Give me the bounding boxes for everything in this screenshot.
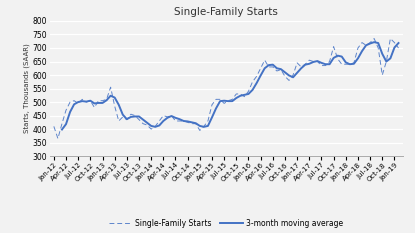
Line: Single-Family Starts: Single-Family Starts [54,38,398,139]
Single-Family Starts [347,63,352,66]
3-month moving average [226,100,231,103]
3-month moving average [331,57,336,59]
Single-Family Starts [72,99,77,102]
3-month moving average [372,41,377,44]
3-month moving average [396,42,401,45]
Legend: Single-Family Starts, 3-month moving average: Single-Family Starts, 3-month moving ave… [106,216,347,231]
Single-Family Starts [92,106,97,109]
3-month moving average [59,128,64,131]
3-month moving average [80,100,85,103]
Single-Family Starts [51,125,56,128]
Single-Family Starts [396,47,401,49]
Line: 3-month moving average: 3-month moving average [62,42,398,130]
Single-Family Starts [63,109,68,112]
Single-Family Starts [372,37,377,40]
Single-Family Starts [319,64,324,67]
3-month moving average [210,116,215,119]
3-month moving average [63,123,68,126]
Single-Family Starts [56,137,61,140]
Single-Family Starts [222,102,227,105]
Y-axis label: Starts, Thousands (SAAR): Starts, Thousands (SAAR) [23,44,29,134]
Title: Single-Family Starts: Single-Family Starts [174,7,278,17]
3-month moving average [315,60,320,62]
